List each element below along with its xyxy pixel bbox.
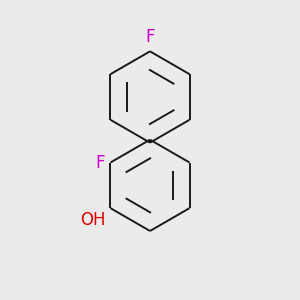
Text: F: F xyxy=(145,28,155,46)
Text: F: F xyxy=(96,154,105,172)
Text: OH: OH xyxy=(80,211,105,229)
